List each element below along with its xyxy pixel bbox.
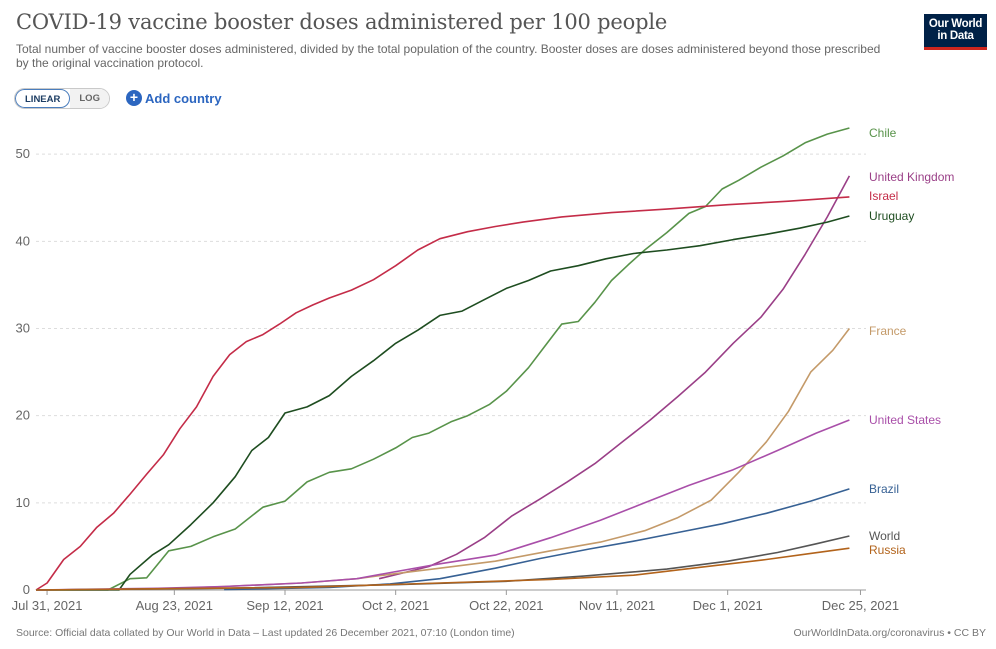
scale-toggle: LINEAR LOG — [14, 88, 110, 109]
grid-layer — [36, 153, 866, 591]
owid-logo[interactable]: Our World in Data — [924, 14, 987, 50]
series-line-uruguay — [36, 215, 850, 591]
label-layer: Chile United Kingdom Israel Uruguay France Un… — [869, 126, 954, 557]
y-tick-label: 50 — [16, 146, 30, 161]
series-label-russia: Russia — [869, 543, 906, 557]
add-country-button[interactable]: + Add country — [126, 88, 222, 108]
chart-title: COVID-19 vaccine booster doses administe… — [16, 10, 668, 34]
series-label-chile: Chile — [869, 126, 897, 140]
x-tick-label: Oct 22, 2021 — [469, 598, 543, 613]
x-tick-label: Dec 25, 2021 — [822, 598, 899, 613]
x-tick-label: Dec 1, 2021 — [693, 598, 763, 613]
y-tick-label: 10 — [16, 495, 30, 510]
y-tick-label: 30 — [16, 320, 30, 335]
add-country-label: Add country — [145, 90, 222, 106]
series-label-world: World — [869, 529, 900, 543]
series-label-israel: Israel — [869, 189, 898, 203]
x-tick-label: Jul 31, 2021 — [12, 598, 83, 613]
y-tick-label: 0 — [23, 582, 30, 597]
axis-layer: 0 10 20 30 40 50 Jul 31, 2021 Aug 23, 2021 Sep 1… — [12, 146, 899, 613]
log-scale-button[interactable]: LOG — [70, 89, 109, 108]
y-tick-label: 40 — [16, 233, 30, 248]
series-line-united-kingdom — [378, 175, 851, 580]
series-label-uruguay: Uruguay — [869, 209, 914, 223]
y-tick-label: 20 — [16, 408, 30, 423]
series-line-israel — [35, 196, 850, 591]
chart-subtitle: Total number of vaccine booster doses ad… — [16, 42, 881, 70]
series-label-united-states: United States — [869, 413, 941, 427]
logo-line-2: in Data — [937, 30, 974, 42]
license-link[interactable]: OurWorldInData.org/coronavirus • CC BY — [793, 627, 986, 639]
series-layer — [35, 127, 851, 591]
logo-line-1: Our World — [928, 18, 983, 30]
x-tick-label: Oct 2, 2021 — [362, 598, 429, 613]
x-tick-label: Nov 11, 2021 — [579, 598, 655, 613]
series-label-france: France — [869, 324, 907, 338]
series-line-brazil — [224, 488, 850, 591]
source-note: Source: Official data collated by Our Wo… — [16, 627, 515, 639]
series-label-brazil: Brazil — [869, 482, 899, 496]
x-tick-label: Aug 23, 2021 — [136, 598, 213, 613]
x-tick-label: Sep 12, 2021 — [246, 598, 323, 613]
series-line-united-states — [35, 419, 850, 591]
series-line-russia — [35, 547, 850, 591]
linear-scale-button[interactable]: LINEAR — [15, 89, 71, 108]
series-line-chile — [41, 127, 850, 591]
series-label-united-kingdom: United Kingdom — [869, 170, 954, 184]
plus-circle-icon: + — [126, 90, 142, 106]
